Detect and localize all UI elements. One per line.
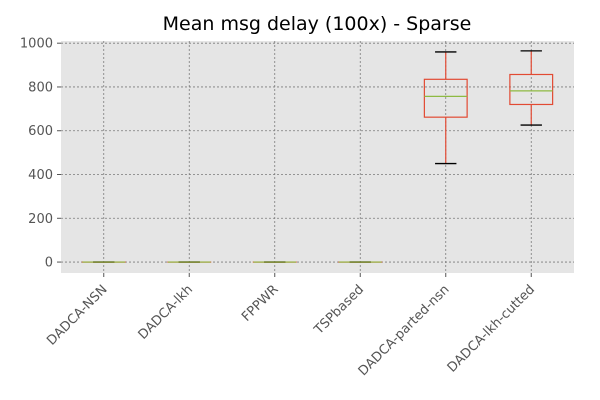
x-tick-label: DADCA-lkh-cutted [445,282,538,375]
x-tick-label: DADCA-NSN [44,282,110,348]
x-tick-label: DADCA-lkh [136,282,196,342]
y-axis-ticks: 0 200 400 600 800 1000 [20,37,61,271]
y-tick-label: 800 [28,80,53,95]
chart-title: Mean msg delay (100x) - Sparse [163,13,472,35]
x-tick-label: FPPWR [239,282,281,324]
plot-area [61,41,574,273]
y-tick-label: 200 [28,212,53,227]
x-tick-label: DADCA-parted-nsn [356,282,453,379]
box-dadca-lkh-cutted [509,50,554,126]
box-series [81,50,554,263]
y-tick-label: 600 [28,124,53,139]
box-dadca-parted-nsn [423,51,468,165]
y-tick-label: 1000 [20,37,53,52]
x-axis-ticks: DADCA-NSN DADCA-lkh FPPWR TSPbasedDADCA-par… [44,273,538,379]
y-tick-label: 0 [45,256,53,271]
y-tick-label: 400 [28,168,53,183]
box-iqr [509,73,554,106]
box-iqr [423,78,468,118]
x-tick-label: TSPbased [311,282,367,338]
grid-lines [61,41,574,273]
